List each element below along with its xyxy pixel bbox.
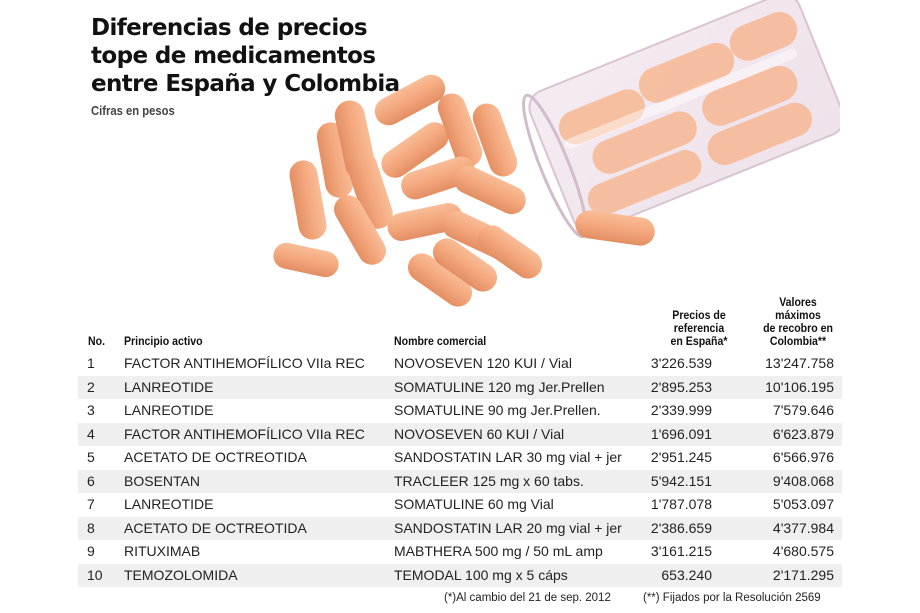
cell-no: 2	[87, 378, 95, 395]
title-line-3: entre España y Colombia	[91, 71, 400, 97]
cell-principio: FACTOR ANTIHEMOFÍLICO VIIa REC	[124, 355, 365, 371]
header-precios-espana: Precios de referencia en España*	[665, 309, 734, 348]
header-valores-colombia: Valores máximos de recobro en Colombia**	[759, 296, 836, 348]
cell-principio: ACETATO DE OCTREOTIDA	[124, 449, 307, 465]
table-row: 2 LANREOTIDE SOMATULINE 120 mg Jer.Prell…	[78, 375, 842, 399]
header-line: referencia	[673, 321, 725, 335]
cell-precio-espana: 2'951.245	[650, 449, 712, 465]
cell-nombre: MABTHERA 500 mg / 50 mL amp	[394, 543, 603, 559]
cell-no: 10	[87, 566, 103, 583]
cell-principio: ACETATO DE OCTREOTIDA	[124, 519, 307, 536]
cell-valor-colombia: 4'377.984	[772, 519, 834, 536]
header-principio-activo: Principio activo	[124, 334, 203, 348]
cell-principio: BOSENTAN	[124, 472, 200, 489]
cell-principio: TEMOZOLOMIDA	[124, 566, 238, 583]
cell-no: 5	[87, 449, 95, 465]
cell-principio: RITUXIMAB	[124, 543, 201, 559]
cell-valor-colombia: 6'623.879	[772, 425, 834, 442]
header-line: de recobro en	[763, 321, 833, 335]
page-title: Diferencias de precios tope de medicamen…	[91, 14, 400, 98]
cell-valor-colombia: 6'566.976	[772, 449, 834, 465]
table-row: 6 BOSENTAN TRACLEER 125 mg x 60 tabs. 5'…	[78, 469, 842, 493]
cell-nombre: SOMATULINE 90 mg Jer.Prellen.	[394, 402, 601, 418]
header-line: en España*	[670, 334, 728, 348]
cell-nombre: SANDOSTATIN LAR 20 mg vial + jer	[394, 519, 622, 536]
cell-nombre: SANDOSTATIN LAR 30 mg vial + jer	[394, 449, 622, 465]
cell-precio-espana: 3'226.539	[650, 355, 712, 371]
cell-valor-colombia: 5'053.097	[772, 496, 834, 512]
cell-nombre: SOMATULINE 120 mg Jer.Prellen	[394, 378, 605, 395]
title-line-2: tope de medicamentos	[91, 43, 376, 69]
cell-principio: LANREOTIDE	[124, 378, 214, 395]
table-row: 1 FACTOR ANTIHEMOFÍLICO VIIa REC NOVOSEV…	[78, 352, 842, 376]
table-row: 3 LANREOTIDE SOMATULINE 90 mg Jer.Prelle…	[78, 399, 842, 423]
header-line: Precios de	[672, 308, 726, 322]
cell-precio-espana: 1'696.091	[650, 425, 712, 442]
cell-precio-espana: 2'386.659	[650, 519, 712, 536]
table-row: 10 TEMOZOLOMIDA TEMODAL 100 mg x 5 cáps …	[78, 563, 842, 587]
title-line-1: Diferencias de precios	[91, 15, 368, 41]
cell-no: 4	[87, 425, 95, 442]
cell-no: 6	[87, 472, 95, 489]
table-row: 8 ACETATO DE OCTREOTIDA SANDOSTATIN LAR …	[78, 516, 842, 540]
cell-principio: FACTOR ANTIHEMOFÍLICO VIIa REC	[124, 425, 365, 442]
cell-nombre: NOVOSEVEN 60 KUI / Vial	[394, 425, 565, 442]
table-row: 7 LANREOTIDE SOMATULINE 60 mg Vial 1'787…	[78, 493, 842, 517]
cell-nombre: SOMATULINE 60 mg Vial	[394, 496, 554, 512]
table-row: 4 FACTOR ANTIHEMOFÍLICO VIIa REC NOVOSEV…	[78, 422, 842, 446]
cell-no: 3	[87, 402, 95, 418]
table-header: No. Principio activo Nombre comercial Pr…	[78, 288, 842, 352]
cell-no: 8	[87, 519, 95, 536]
header-no: No.	[88, 334, 106, 348]
cell-valor-colombia: 13'247.758	[765, 355, 834, 371]
header-line: Valores	[779, 295, 817, 309]
footnote-colombia: (**) Fijados por la Resolución 2569	[643, 592, 821, 604]
header-nombre-comercial: Nombre comercial	[394, 334, 487, 348]
table-row: 5 ACETATO DE OCTREOTIDA SANDOSTATIN LAR …	[78, 446, 842, 470]
cell-principio: LANREOTIDE	[124, 496, 214, 512]
cell-principio: LANREOTIDE	[124, 402, 214, 418]
cell-precio-espana: 2'339.999	[650, 402, 712, 418]
cell-precio-espana: 653.240	[661, 566, 712, 583]
footnote-espana: (*)Al cambio del 21 de sep. 2012	[444, 592, 611, 604]
table-row: 9 RITUXIMAB MABTHERA 500 mg / 50 mL amp …	[78, 540, 842, 564]
header-line: máximos	[775, 308, 821, 322]
cell-no: 1	[87, 355, 95, 371]
pills-bottle-image	[273, 0, 840, 307]
cell-valor-colombia: 4'680.575	[772, 543, 834, 559]
cell-valor-colombia: 7'579.646	[772, 402, 834, 418]
cell-precio-espana: 5'942.151	[650, 472, 712, 489]
cell-precio-espana: 1'787.078	[650, 496, 712, 512]
cell-nombre: TEMODAL 100 mg x 5 cáps	[394, 566, 568, 583]
cell-valor-colombia: 2'171.295	[772, 566, 834, 583]
cell-valor-colombia: 10'106.195	[765, 378, 834, 395]
cell-valor-colombia: 9'408.068	[772, 472, 834, 489]
cell-precio-espana: 3'161.215	[650, 543, 712, 559]
price-table: No. Principio activo Nombre comercial Pr…	[78, 288, 842, 587]
cell-precio-espana: 2'895.253	[650, 378, 712, 395]
cell-nombre: NOVOSEVEN 120 KUI / Vial	[394, 355, 572, 371]
cell-nombre: TRACLEER 125 mg x 60 tabs.	[394, 472, 584, 489]
subtitle: Cifras en pesos	[91, 104, 175, 118]
cell-no: 9	[87, 543, 95, 559]
header-line: Colombia**	[769, 334, 827, 348]
cell-no: 7	[87, 496, 95, 512]
